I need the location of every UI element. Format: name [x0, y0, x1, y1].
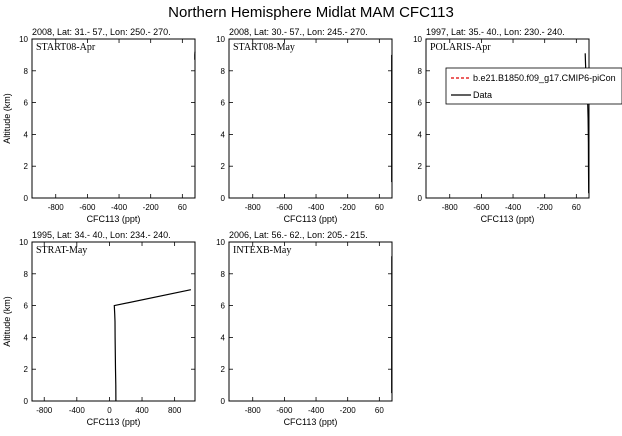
y-tick-label: 2	[221, 365, 226, 374]
panel-3: 1997, Lat: 35.- 40., Lon: 230.- 240. POLA…	[413, 27, 622, 224]
y-tick-label: 0	[221, 397, 226, 406]
x-tick-label: -200	[537, 203, 554, 212]
x-tick-label: 0	[107, 406, 112, 415]
y-tick-label: 4	[221, 130, 226, 139]
x-tick-label: -400	[308, 203, 325, 212]
panel-frame	[425, 38, 590, 199]
y-tick-label: 8	[221, 270, 226, 279]
x-tick-label: -600	[473, 203, 490, 212]
panel-5: 2006, Lat: 56.- 62., Lon: 205.- 215. INTE…	[216, 230, 393, 427]
x-tick-label: 60	[375, 203, 384, 212]
panel-4: 1995, Lat: 34.- 40., Lon: 234.- 240. STRA…	[2, 230, 196, 427]
x-tick-label: -400	[308, 406, 325, 415]
x-tick-label: -400	[505, 203, 522, 212]
x-tick-label: -800	[245, 203, 262, 212]
y-tick-label: 0	[24, 397, 29, 406]
legend-entry-model: b.e21.B1850.f09_g17.CMIP6-piCon	[473, 73, 616, 83]
y-tick-label: 4	[24, 130, 29, 139]
series-line-1	[113, 289, 192, 402]
legend-entry-data: Data	[473, 90, 492, 100]
x-tick-label: -400	[111, 203, 128, 212]
panel-label: INTEXB-May	[233, 245, 291, 256]
x-tick-label: -600	[276, 406, 293, 415]
y-tick-label: 10	[19, 35, 28, 44]
y-tick-label: 8	[221, 67, 226, 76]
x-tick-label: -600	[276, 203, 293, 212]
x-axis-label: CFC113 (ppt)	[87, 417, 141, 427]
y-tick-label: 10	[216, 35, 225, 44]
panel-2: 2008, Lat: 30.- 57., Lon: 245.- 270. STAR…	[216, 27, 393, 224]
panel-title: 2008, Lat: 31.- 57., Lon: 250.- 270.	[32, 27, 171, 37]
x-tick-label: -800	[36, 406, 53, 415]
y-tick-label: 2	[221, 162, 226, 171]
x-tick-label: 800	[168, 406, 182, 415]
legend-box	[445, 67, 622, 105]
y-tick-label: 6	[24, 302, 29, 311]
x-tick-label: 60	[572, 203, 581, 212]
x-tick-label: -400	[69, 406, 86, 415]
y-tick-label: 0	[24, 194, 29, 203]
panel-frame	[31, 38, 196, 199]
x-axis-label: CFC113 (ppt)	[87, 214, 141, 224]
x-axis-label: CFC113 (ppt)	[481, 214, 535, 224]
y-tick-label: 8	[24, 270, 29, 279]
y-tick-label: 6	[221, 99, 226, 108]
panel-label: START08-Apr	[36, 42, 96, 53]
x-axis-label: CFC113 (ppt)	[284, 214, 338, 224]
x-tick-label: -200	[340, 203, 357, 212]
panel-title: 1995, Lat: 34.- 40., Lon: 234.- 240.	[32, 230, 171, 240]
y-tick-label: 4	[24, 333, 29, 342]
x-tick-label: -800	[48, 203, 65, 212]
panel-frame	[228, 38, 393, 199]
x-tick-label: 60	[375, 406, 384, 415]
figure-title: Northern Hemisphere Midlat MAM CFC113	[168, 4, 454, 21]
y-tick-label: 8	[418, 67, 423, 76]
x-tick-label: 60	[178, 203, 187, 212]
panel-title: 2008, Lat: 30.- 57., Lon: 245.- 270.	[229, 27, 368, 37]
x-axis-label: CFC113 (ppt)	[284, 417, 338, 427]
panel-label: POLARIS-Apr	[430, 42, 491, 53]
x-tick-label: -800	[442, 203, 459, 212]
y-axis-label: Altitude (km)	[2, 296, 12, 347]
y-axis-label: Altitude (km)	[2, 93, 12, 144]
y-tick-label: 10	[216, 238, 225, 247]
x-tick-label: -600	[79, 203, 96, 212]
panel-label: STRAT-May	[36, 245, 87, 256]
y-tick-label: 0	[418, 194, 423, 203]
x-tick-label: -200	[143, 203, 160, 212]
y-tick-label: 10	[413, 35, 422, 44]
y-tick-label: 0	[221, 194, 226, 203]
y-tick-label: 6	[418, 99, 423, 108]
x-tick-label: -800	[245, 406, 262, 415]
panel-frame	[31, 241, 196, 402]
y-tick-label: 10	[19, 238, 28, 247]
y-tick-label: 4	[221, 333, 226, 342]
x-tick-label: -200	[340, 406, 357, 415]
y-tick-label: 2	[418, 162, 423, 171]
x-tick-label: 400	[135, 406, 149, 415]
panel-title: 2006, Lat: 56.- 62., Lon: 205.- 215.	[229, 230, 368, 240]
y-tick-label: 2	[24, 365, 29, 374]
y-tick-label: 8	[24, 67, 29, 76]
panel-label: START08-May	[233, 42, 295, 53]
y-tick-label: 6	[24, 99, 29, 108]
y-tick-label: 4	[418, 130, 423, 139]
panel-1: 2008, Lat: 31.- 57., Lon: 250.- 270. STAR…	[2, 27, 196, 224]
panel-title: 1997, Lat: 35.- 40., Lon: 230.- 240.	[426, 27, 565, 37]
panel-frame	[228, 241, 393, 402]
y-tick-label: 2	[24, 162, 29, 171]
y-tick-label: 6	[221, 302, 226, 311]
